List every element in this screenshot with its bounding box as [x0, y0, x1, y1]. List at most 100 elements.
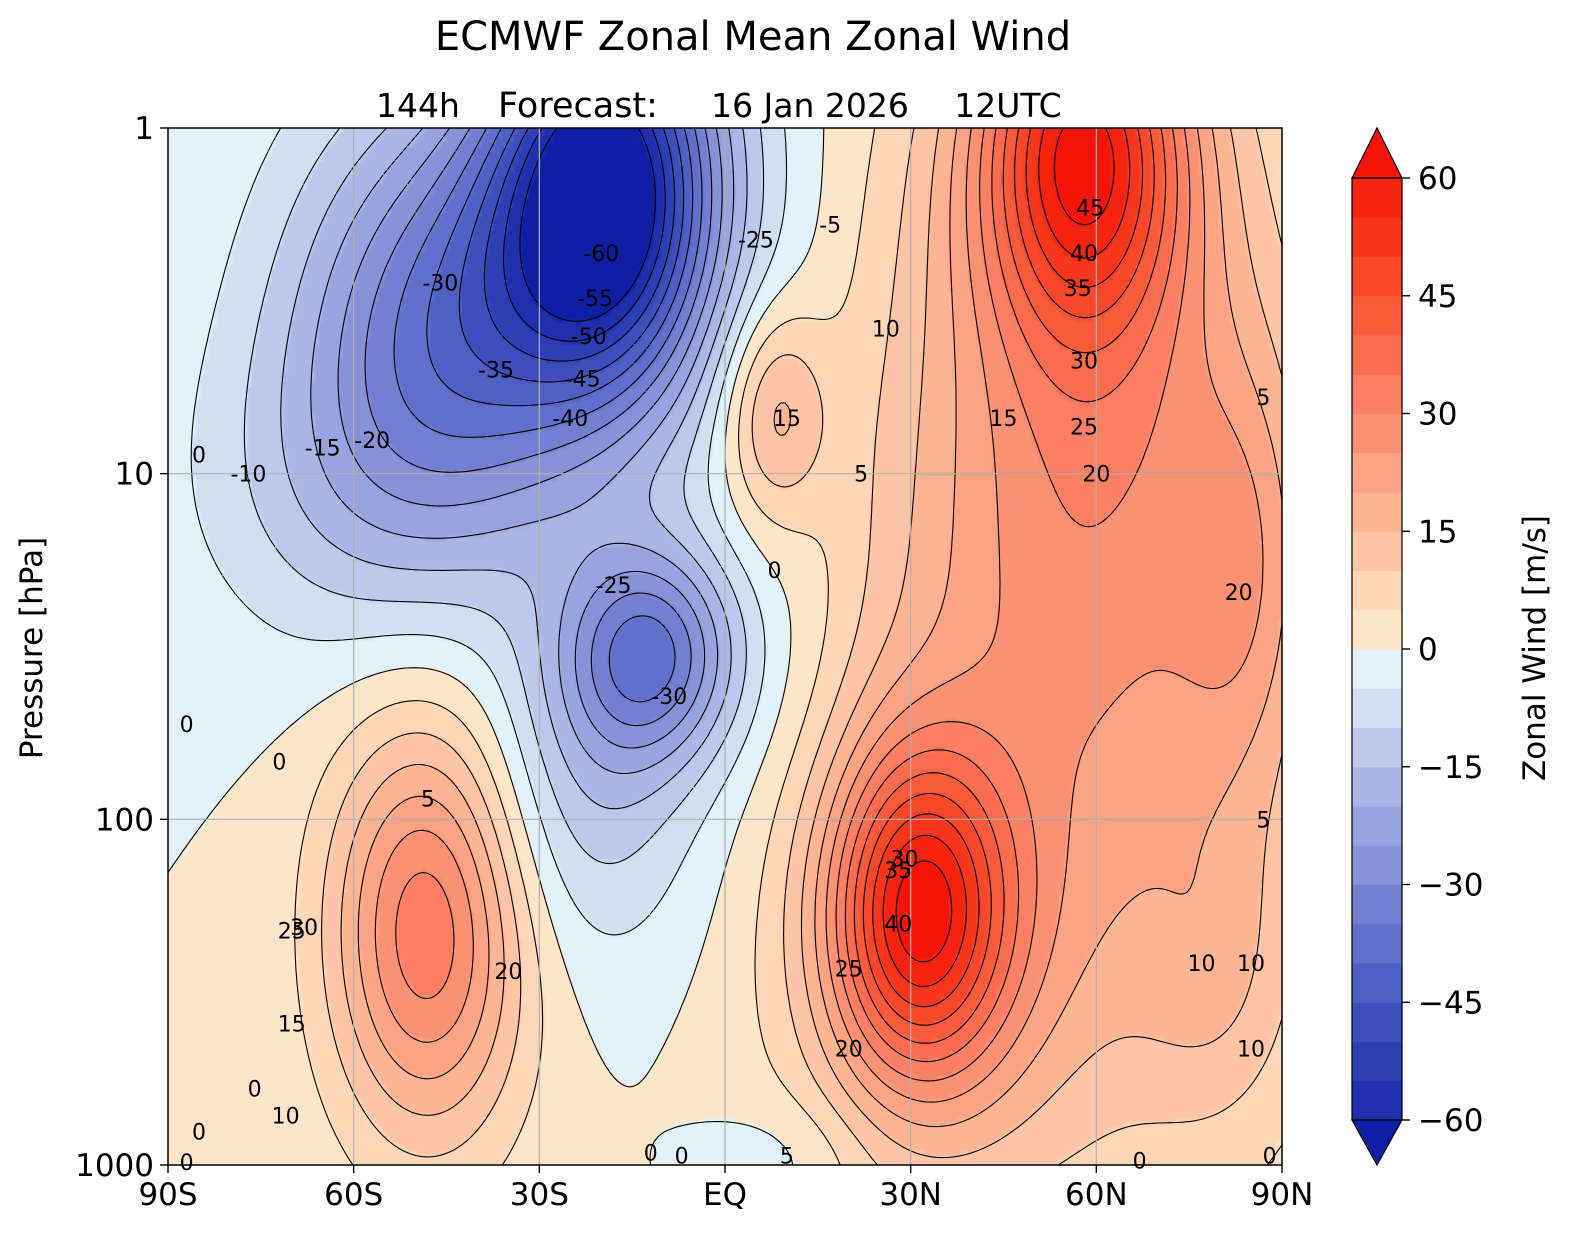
contour-label: 5 — [854, 463, 868, 488]
contour-pos10 — [321, 127, 1283, 1166]
subtitle-label: Forecast: — [498, 86, 658, 126]
contour-label: 0 — [675, 1145, 689, 1170]
x-tick-label: 30N — [879, 1177, 942, 1213]
contour-label: 25 — [278, 920, 306, 945]
contour-label: 0 — [180, 713, 194, 738]
contour-label: 35 — [884, 859, 912, 884]
colorbar-band — [1352, 649, 1402, 689]
colorbar-band — [1352, 806, 1402, 846]
subtitle-time: 12UTC — [954, 86, 1061, 125]
y-axis-label: Pressure [hPa] — [14, 537, 50, 759]
contour-label: 20 — [835, 1037, 863, 1062]
colorbar-band — [1352, 295, 1402, 336]
contour-neg50 — [483, 127, 676, 362]
contour-label: 5 — [1256, 808, 1270, 833]
colorbar-band — [1352, 1002, 1402, 1042]
contour-label: 5 — [1256, 386, 1270, 411]
colorbar-tick-label: −30 — [1418, 868, 1483, 904]
contour-label: 0 — [768, 559, 782, 584]
plot-area: -60 -55 -50 -45 -40 -35 -30 -25 -5 -20 -15 -10 -25 -3… — [167, 127, 1283, 1176]
y-axis: 1 10 100 1000 — [75, 111, 168, 1184]
contour-label: 0 — [644, 1141, 658, 1166]
contour-label: 10 — [1188, 952, 1216, 977]
contour-label: -45 — [565, 367, 601, 392]
colorbar-band — [1352, 963, 1402, 1003]
contour-label: 10 — [1237, 952, 1265, 977]
contour-neg10 — [243, 127, 765, 865]
contour-label: -25 — [596, 574, 632, 599]
contour-label: 40 — [1070, 242, 1098, 267]
contour-label: 35 — [1064, 277, 1092, 302]
contour-lines — [167, 127, 1283, 1166]
colorbar-band — [1352, 688, 1402, 728]
colorbar-band — [1352, 570, 1402, 611]
x-tick-label: EQ — [703, 1177, 747, 1213]
contour-neg45 — [458, 127, 685, 383]
x-tick-label: 60N — [1065, 1177, 1128, 1213]
contour-label: -30 — [422, 272, 458, 297]
contour-pos40 — [853, 127, 1167, 1044]
contour-label: 5 — [780, 1145, 794, 1170]
colorbar-band — [1352, 256, 1402, 297]
contour-pos5 — [294, 127, 1283, 1166]
contour-label: 0 — [272, 750, 286, 775]
contour-neg20 — [310, 127, 735, 775]
contour-label: 30 — [1070, 349, 1098, 374]
contour-label: 25 — [835, 957, 863, 982]
colorbar-tick-label: 60 — [1418, 161, 1457, 197]
contour-label: 30 — [890, 848, 918, 873]
contour-neg55 — [502, 127, 666, 342]
colorbar-band — [1352, 492, 1402, 532]
contour-label: -55 — [577, 287, 613, 312]
colorbar-band — [1352, 335, 1402, 375]
x-tick-label: 90N — [1251, 1177, 1314, 1213]
contour-label: 10 — [1237, 1037, 1265, 1062]
colorbar: 60 45 30 15 0 −15 −30 −45 −60 — [1350, 126, 1483, 1167]
contour-labels: -60 -55 -50 -45 -40 -35 -30 -25 -5 -20 -15 -10 -25 -3… — [180, 197, 1277, 1176]
subtitle-lead: 144h — [376, 86, 460, 125]
colorbar-band — [1352, 845, 1402, 885]
contour-label: 40 — [884, 912, 912, 937]
contour-label: 10 — [272, 1105, 300, 1130]
x-tick-label: 60S — [324, 1177, 383, 1213]
contour-pos50 — [872, 127, 1144, 1008]
contour-label: -30 — [651, 685, 687, 710]
colorbar-extend-min — [1350, 1119, 1404, 1167]
contour-pos0 — [167, 127, 825, 1166]
contour-label: 0 — [1133, 1149, 1147, 1174]
contour-label: 0 — [192, 1121, 206, 1146]
colorbar-tick-label: −15 — [1418, 750, 1483, 786]
contour-label: 20 — [1082, 463, 1110, 488]
contour-pos20 — [357, 127, 1283, 1128]
y-tick-label: 100 — [95, 802, 154, 838]
grid — [168, 128, 1282, 1165]
contour-pos35 — [844, 127, 1178, 1063]
contour-label: 10 — [872, 317, 900, 342]
contour-label: -10 — [230, 463, 266, 488]
contour-pos15 — [340, 127, 1283, 1159]
colorbar-band — [1352, 923, 1402, 964]
contour-label: 20 — [494, 960, 522, 985]
contour-pos55 — [882, 127, 1131, 988]
colorbar-band — [1352, 217, 1402, 257]
chart-title: ECMWF Zonal Mean Zonal Wind — [435, 14, 1071, 60]
colorbar-tick-label: 45 — [1418, 279, 1457, 315]
y-tick-label: 1000 — [75, 1148, 154, 1184]
colorbar-band — [1352, 609, 1402, 650]
contour-pos25 — [374, 127, 1264, 1103]
colorbar-band — [1352, 178, 1402, 218]
colorbar-band — [1352, 766, 1402, 807]
colorbar-label: Zonal Wind [m/s] — [1517, 515, 1553, 781]
contour-label: 25 — [1070, 415, 1098, 440]
colorbar-band — [1352, 531, 1402, 571]
contour-neg15 — [280, 127, 748, 810]
contour-label: 0 — [1263, 1145, 1277, 1170]
contour-neg35 — [393, 127, 703, 703]
x-axis: 90S 60S 30S EQ 30N 60N 90N — [138, 1165, 1313, 1213]
x-tick-label: 30S — [510, 1177, 569, 1213]
contour-neg40 — [426, 127, 694, 407]
colorbar-tick-label: −45 — [1418, 985, 1483, 1021]
colorbar-band — [1352, 374, 1402, 414]
colorbar-tick-label: 0 — [1418, 632, 1438, 668]
